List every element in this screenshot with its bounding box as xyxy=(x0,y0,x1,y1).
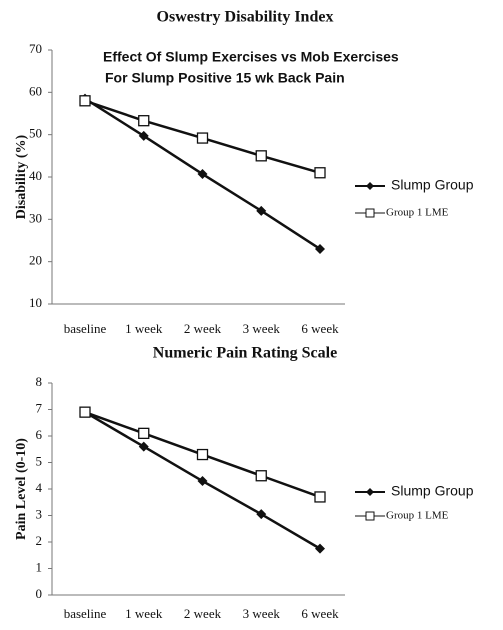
y-axis-label: Pain Level (0-10) xyxy=(14,438,29,540)
marker xyxy=(255,470,267,482)
y-tick-label: 7 xyxy=(36,400,43,415)
y-tick-label: 3 xyxy=(36,506,43,521)
legend-label: Group 1 LME xyxy=(386,207,449,219)
y-tick-label: 50 xyxy=(29,126,42,141)
marker xyxy=(138,115,150,127)
x-tick-label: 3 week xyxy=(243,321,281,336)
marker xyxy=(79,95,91,107)
legend-label: Group 1 LME xyxy=(386,510,449,522)
x-tick-label: baseline xyxy=(64,606,107,621)
x-tick-label: baseline xyxy=(64,321,107,336)
y-tick-label: 2 xyxy=(36,533,43,548)
marker xyxy=(196,448,209,461)
x-tick-label: 1 week xyxy=(125,321,163,336)
marker xyxy=(138,441,149,452)
y-tick-label: 40 xyxy=(29,168,42,183)
x-tick-label: 1 week xyxy=(125,606,163,621)
legend-marker xyxy=(365,208,375,218)
y-tick-label: 0 xyxy=(36,586,43,601)
y-tick-label: 70 xyxy=(29,41,42,56)
legend-label: Slump Group xyxy=(391,483,474,499)
marker xyxy=(196,132,209,144)
y-tick-label: 60 xyxy=(29,83,42,98)
x-tick-label: 2 week xyxy=(184,321,222,336)
x-tick-label: 2 week xyxy=(184,606,222,621)
legend-marker xyxy=(366,488,374,496)
legend-label: Slump Group xyxy=(391,177,474,193)
y-tick-label: 30 xyxy=(29,210,42,225)
marker xyxy=(315,543,325,554)
legend-marker xyxy=(365,511,375,521)
marker xyxy=(79,406,91,418)
x-tick-label: 3 week xyxy=(243,606,281,621)
chart-title: Oswestry Disability Index xyxy=(157,9,334,26)
marker xyxy=(197,169,208,180)
marker xyxy=(315,243,325,254)
marker xyxy=(255,150,267,162)
legend-marker xyxy=(366,182,374,190)
marker xyxy=(197,476,208,487)
marker xyxy=(314,491,326,503)
annotation: For Slump Positive 15 wk Back Pain xyxy=(105,70,345,86)
annotation: Effect Of Slump Exercises vs Mob Exercis… xyxy=(103,49,399,65)
marker xyxy=(138,427,150,440)
marker xyxy=(256,205,267,216)
x-tick-label: 6 week xyxy=(301,606,339,621)
y-tick-label: 4 xyxy=(36,480,43,495)
y-tick-label: 6 xyxy=(36,427,43,442)
y-axis-label: Disability (%) xyxy=(14,134,29,219)
marker xyxy=(256,509,267,520)
y-tick-label: 10 xyxy=(29,295,42,310)
marker xyxy=(138,130,149,141)
chart-title: Numeric Pain Rating Scale xyxy=(153,345,337,362)
y-tick-label: 20 xyxy=(29,253,42,268)
x-tick-label: 6 week xyxy=(301,321,339,336)
y-tick-label: 8 xyxy=(36,374,43,389)
y-tick-label: 5 xyxy=(36,453,43,468)
marker xyxy=(314,167,326,179)
y-tick-label: 1 xyxy=(36,559,43,574)
